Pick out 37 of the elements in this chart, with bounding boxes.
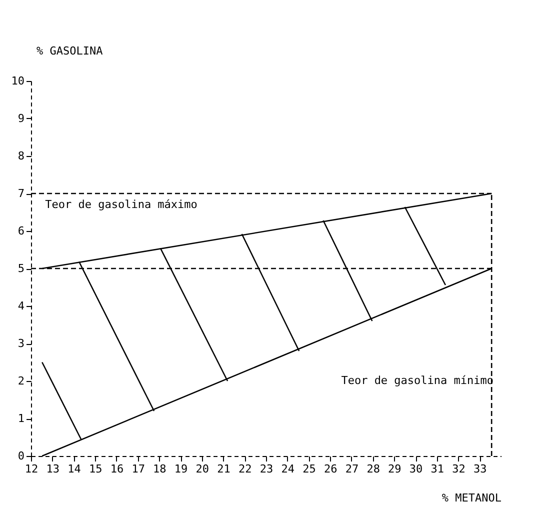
- x-tick-label: 13: [46, 462, 60, 476]
- x-tick-label: 17: [132, 462, 145, 476]
- x-tick-label: 16: [110, 462, 124, 476]
- y-tick-label: 3: [18, 337, 24, 350]
- x-tick-label: 20: [196, 462, 210, 476]
- x-tick-label: 33: [474, 462, 487, 476]
- y-tick-label: 7: [18, 187, 24, 200]
- y-axis-title: % GASOLINA: [36, 44, 104, 58]
- x-tick-label: 27: [345, 462, 359, 476]
- x-tick-label: 28: [366, 462, 380, 476]
- x-tick-label: 21: [217, 462, 230, 476]
- y-tick-label: 9: [18, 112, 24, 125]
- x-tick-label: 23: [260, 462, 274, 476]
- x-tick-label: 18: [153, 462, 166, 476]
- y-tick-label: 5: [18, 262, 24, 275]
- x-tick-label: 24: [281, 462, 295, 476]
- y-tick-label: 2: [18, 374, 24, 388]
- y-tick-label: 0: [18, 450, 24, 462]
- annotation: Teor de gasolina mínimo: [341, 374, 494, 387]
- annotation: Teor de gasolina máximo: [45, 198, 198, 211]
- x-tick-label: 25: [302, 462, 316, 476]
- x-axis-title: % METANOL: [442, 492, 502, 504]
- x-tick-label: 30: [409, 462, 423, 476]
- y-tick-label: 4: [18, 300, 25, 312]
- x-tick-label: 12: [24, 462, 38, 476]
- x-tick-label: 29: [388, 462, 402, 476]
- x-tick-label: 32: [452, 462, 466, 476]
- x-tick-label: 31: [430, 462, 444, 476]
- x-tick-label: 14: [68, 462, 82, 476]
- y-tick-label: 10: [11, 74, 24, 88]
- y-tick-label: 8: [18, 150, 24, 162]
- y-tick-label: 1: [18, 412, 24, 425]
- x-tick-label: 22: [238, 462, 252, 476]
- x-tick-label: 26: [324, 462, 338, 476]
- y-tick-label: 6: [18, 224, 24, 238]
- x-tick-label: 19: [174, 462, 188, 476]
- x-tick-label: 15: [88, 462, 102, 476]
